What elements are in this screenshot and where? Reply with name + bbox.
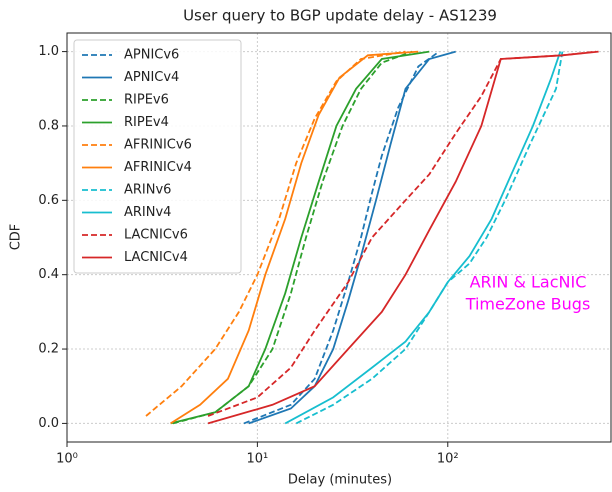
cdf-line [207, 50, 599, 425]
legend-label: AFRINICv6 [124, 138, 192, 153]
legend-box [73, 39, 242, 274]
legend-label: AFRINICv4 [124, 160, 192, 175]
legend-label: LACNICv4 [124, 250, 188, 265]
legend-label: LACNICv6 [124, 228, 188, 243]
y-tick-label: 0.8 [38, 118, 59, 133]
cdf-line [243, 50, 440, 425]
x-tick-label: 10² [437, 452, 459, 467]
y-tick-label: 1.0 [38, 44, 59, 59]
legend-label: APNICv6 [124, 48, 179, 63]
annotation: TimeZone Bugs [465, 295, 591, 314]
cdf-line [170, 50, 419, 425]
legend-label: ARINv4 [124, 205, 171, 220]
plot-frame [66, 32, 612, 443]
legend-label: RIPEv6 [124, 93, 169, 108]
cdf-line [248, 50, 456, 425]
chart-title: User query to BGP update delay - AS1239 [183, 7, 497, 25]
y-axis-label: CDF [9, 224, 24, 251]
y-tick-label: 0.2 [38, 342, 59, 357]
x-axis-label: Delay (minutes) [288, 473, 392, 488]
y-tick-label: 0.6 [38, 193, 59, 208]
x-tick-label: 10⁰ [56, 452, 78, 467]
legend-label: ARINv6 [124, 183, 171, 198]
annotation: ARIN & LacNIC [470, 273, 587, 292]
cdf-line [170, 50, 430, 425]
legend-label: RIPEv4 [124, 115, 169, 130]
cdf-line [284, 51, 562, 425]
cdf-line [295, 51, 564, 425]
cdf-line [207, 50, 596, 417]
y-tick-label: 0.4 [38, 267, 59, 282]
x-tick-label: 10¹ [247, 452, 269, 467]
legend-label: APNICv4 [124, 70, 179, 85]
y-tick-label: 0.0 [38, 416, 59, 431]
